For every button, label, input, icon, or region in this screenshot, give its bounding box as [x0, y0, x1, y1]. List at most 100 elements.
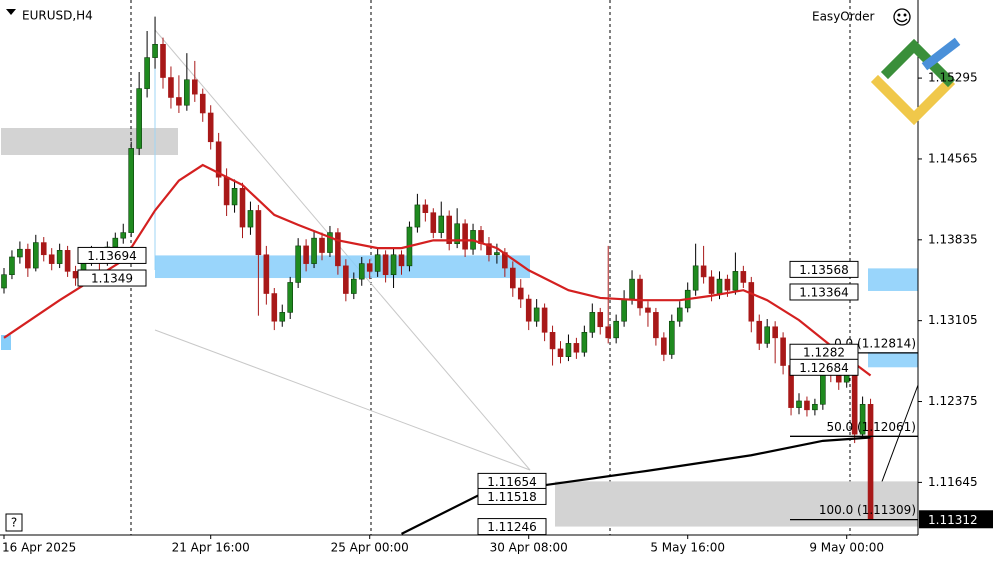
y-tick-label: 1.14565: [928, 151, 978, 165]
candle-body: [319, 237, 325, 253]
candle-body: [17, 248, 23, 258]
candle-body: [565, 343, 572, 357]
candle-body: [668, 320, 675, 355]
candle-body: [517, 287, 524, 300]
candle-body: [462, 223, 468, 250]
smiley: [893, 8, 911, 26]
candle-body: [486, 243, 492, 256]
candle-body: [40, 242, 47, 256]
fib-label: 50.0 (1.12061): [826, 420, 916, 434]
candle-body: [740, 271, 747, 283]
candle-body: [358, 263, 365, 280]
tool-label[interactable]: EasyOrder: [812, 10, 874, 24]
candle-body: [184, 79, 190, 106]
candle-body: [573, 343, 580, 353]
candle-body: [700, 265, 707, 278]
candle-body: [525, 298, 532, 322]
fib-label: 100.0 (1.11309): [819, 503, 916, 517]
candle-body: [231, 188, 238, 206]
price-box: [789, 358, 859, 376]
candle-body: [549, 331, 556, 350]
chart-title: EURUSD,H4: [22, 9, 93, 23]
candle-body: [271, 293, 278, 322]
y-tick-label: 1.12375: [928, 394, 978, 408]
separators: [130, 0, 851, 535]
x-tick-label: 25 Apr 00:00: [331, 541, 409, 555]
candle-body: [366, 263, 373, 272]
candle-body: [168, 77, 174, 98]
candle-body: [72, 271, 79, 279]
zone: [155, 255, 530, 279]
candle-body: [9, 256, 15, 275]
price-label: 1.1282: [803, 346, 845, 360]
price-label: 1.11246: [487, 520, 537, 534]
candle-body: [629, 278, 635, 300]
x-tick-label: 9 May 00:00: [809, 541, 884, 555]
candle-body: [25, 248, 31, 269]
candle-body: [414, 204, 421, 228]
price-label: 1.12684: [799, 361, 849, 375]
candle-body: [144, 57, 150, 89]
price-label: 1.13694: [87, 249, 137, 263]
zone: [868, 268, 918, 291]
trend-line: [154, 29, 531, 471]
candle-body: [136, 88, 142, 149]
help-label[interactable]: ?: [11, 516, 17, 530]
plot: 0.0 (1.12814)50.0 (1.12061)100.0 (1.1130…: [1, 16, 918, 536]
candle-body: [255, 210, 262, 256]
candle-body: [732, 271, 739, 291]
candle-body: [327, 232, 333, 253]
candle-body: [343, 265, 349, 294]
candle-body: [653, 312, 659, 339]
candle-body: [239, 188, 246, 228]
candle-body: [192, 79, 198, 95]
candle-body: [223, 176, 230, 206]
help-button[interactable]: [5, 513, 23, 532]
candle-body: [160, 44, 166, 78]
candle-body: [796, 400, 802, 408]
price-box: [477, 487, 547, 505]
candle-body: [724, 278, 731, 291]
price-box: [789, 260, 859, 278]
candle-body: [533, 307, 540, 322]
candle-body: [748, 282, 755, 322]
candle-body: [120, 232, 127, 239]
price-box: [77, 246, 147, 264]
candle-body: [176, 97, 182, 106]
candle-body: [438, 215, 445, 233]
candle-body: [764, 326, 771, 344]
candle-body: [263, 254, 270, 294]
candle-body: [382, 254, 389, 275]
candle-body: [621, 298, 627, 322]
menu-arrow[interactable]: [6, 9, 16, 15]
candle-body: [661, 337, 667, 355]
candle-body: [676, 307, 683, 322]
candle-body: [645, 307, 651, 313]
zone: [1, 335, 11, 350]
candle-body: [398, 254, 405, 267]
candle-body: [446, 215, 453, 244]
candle-body: [32, 242, 39, 269]
candle-body: [207, 112, 214, 143]
candle-body: [541, 307, 548, 333]
candle-body: [422, 204, 429, 213]
candle-body: [716, 278, 723, 294]
x-tick-label: 5 May 16:00: [650, 541, 725, 555]
candle-body: [613, 320, 619, 339]
price-label: 1.11518: [487, 490, 537, 504]
candle-body: [772, 326, 778, 339]
candle-body: [287, 282, 294, 313]
candle-body: [589, 312, 596, 333]
zone: [1, 128, 178, 155]
candle-body: [64, 250, 71, 272]
x-tick-label: 30 Apr 08:00: [490, 541, 568, 555]
candle-body: [708, 276, 715, 294]
candle-body: [820, 370, 826, 405]
logo: [870, 37, 961, 126]
candle-body: [430, 212, 437, 233]
trend-line: [154, 329, 531, 471]
candle-body: [804, 400, 810, 411]
candle-body: [637, 278, 643, 309]
